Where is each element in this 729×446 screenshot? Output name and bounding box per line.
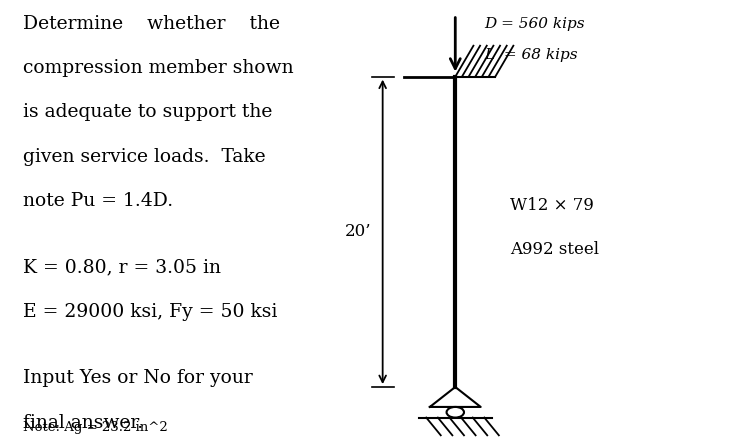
Text: L  = 68 kips: L = 68 kips xyxy=(484,48,578,62)
Text: Input Yes or No for your: Input Yes or No for your xyxy=(23,369,253,387)
Text: Note: Ag = 23.2 in^2: Note: Ag = 23.2 in^2 xyxy=(23,421,168,434)
Text: W12 × 79: W12 × 79 xyxy=(510,197,593,214)
Circle shape xyxy=(447,407,464,417)
Text: given service loads.  Take: given service loads. Take xyxy=(23,148,266,165)
Text: note Pu = 1.4D.: note Pu = 1.4D. xyxy=(23,192,174,210)
Text: A992 steel: A992 steel xyxy=(510,241,599,258)
Text: final answer.: final answer. xyxy=(23,413,144,432)
Text: K = 0.80, r = 3.05 in: K = 0.80, r = 3.05 in xyxy=(23,259,221,277)
Text: E = 29000 ksi, Fy = 50 ksi: E = 29000 ksi, Fy = 50 ksi xyxy=(23,303,278,321)
Text: compression member shown: compression member shown xyxy=(23,59,294,77)
Text: is adequate to support the: is adequate to support the xyxy=(23,103,273,121)
Text: 20’: 20’ xyxy=(345,223,372,240)
Text: D = 560 kips: D = 560 kips xyxy=(484,17,585,31)
Text: Determine    whether    the: Determine whether the xyxy=(23,15,280,33)
